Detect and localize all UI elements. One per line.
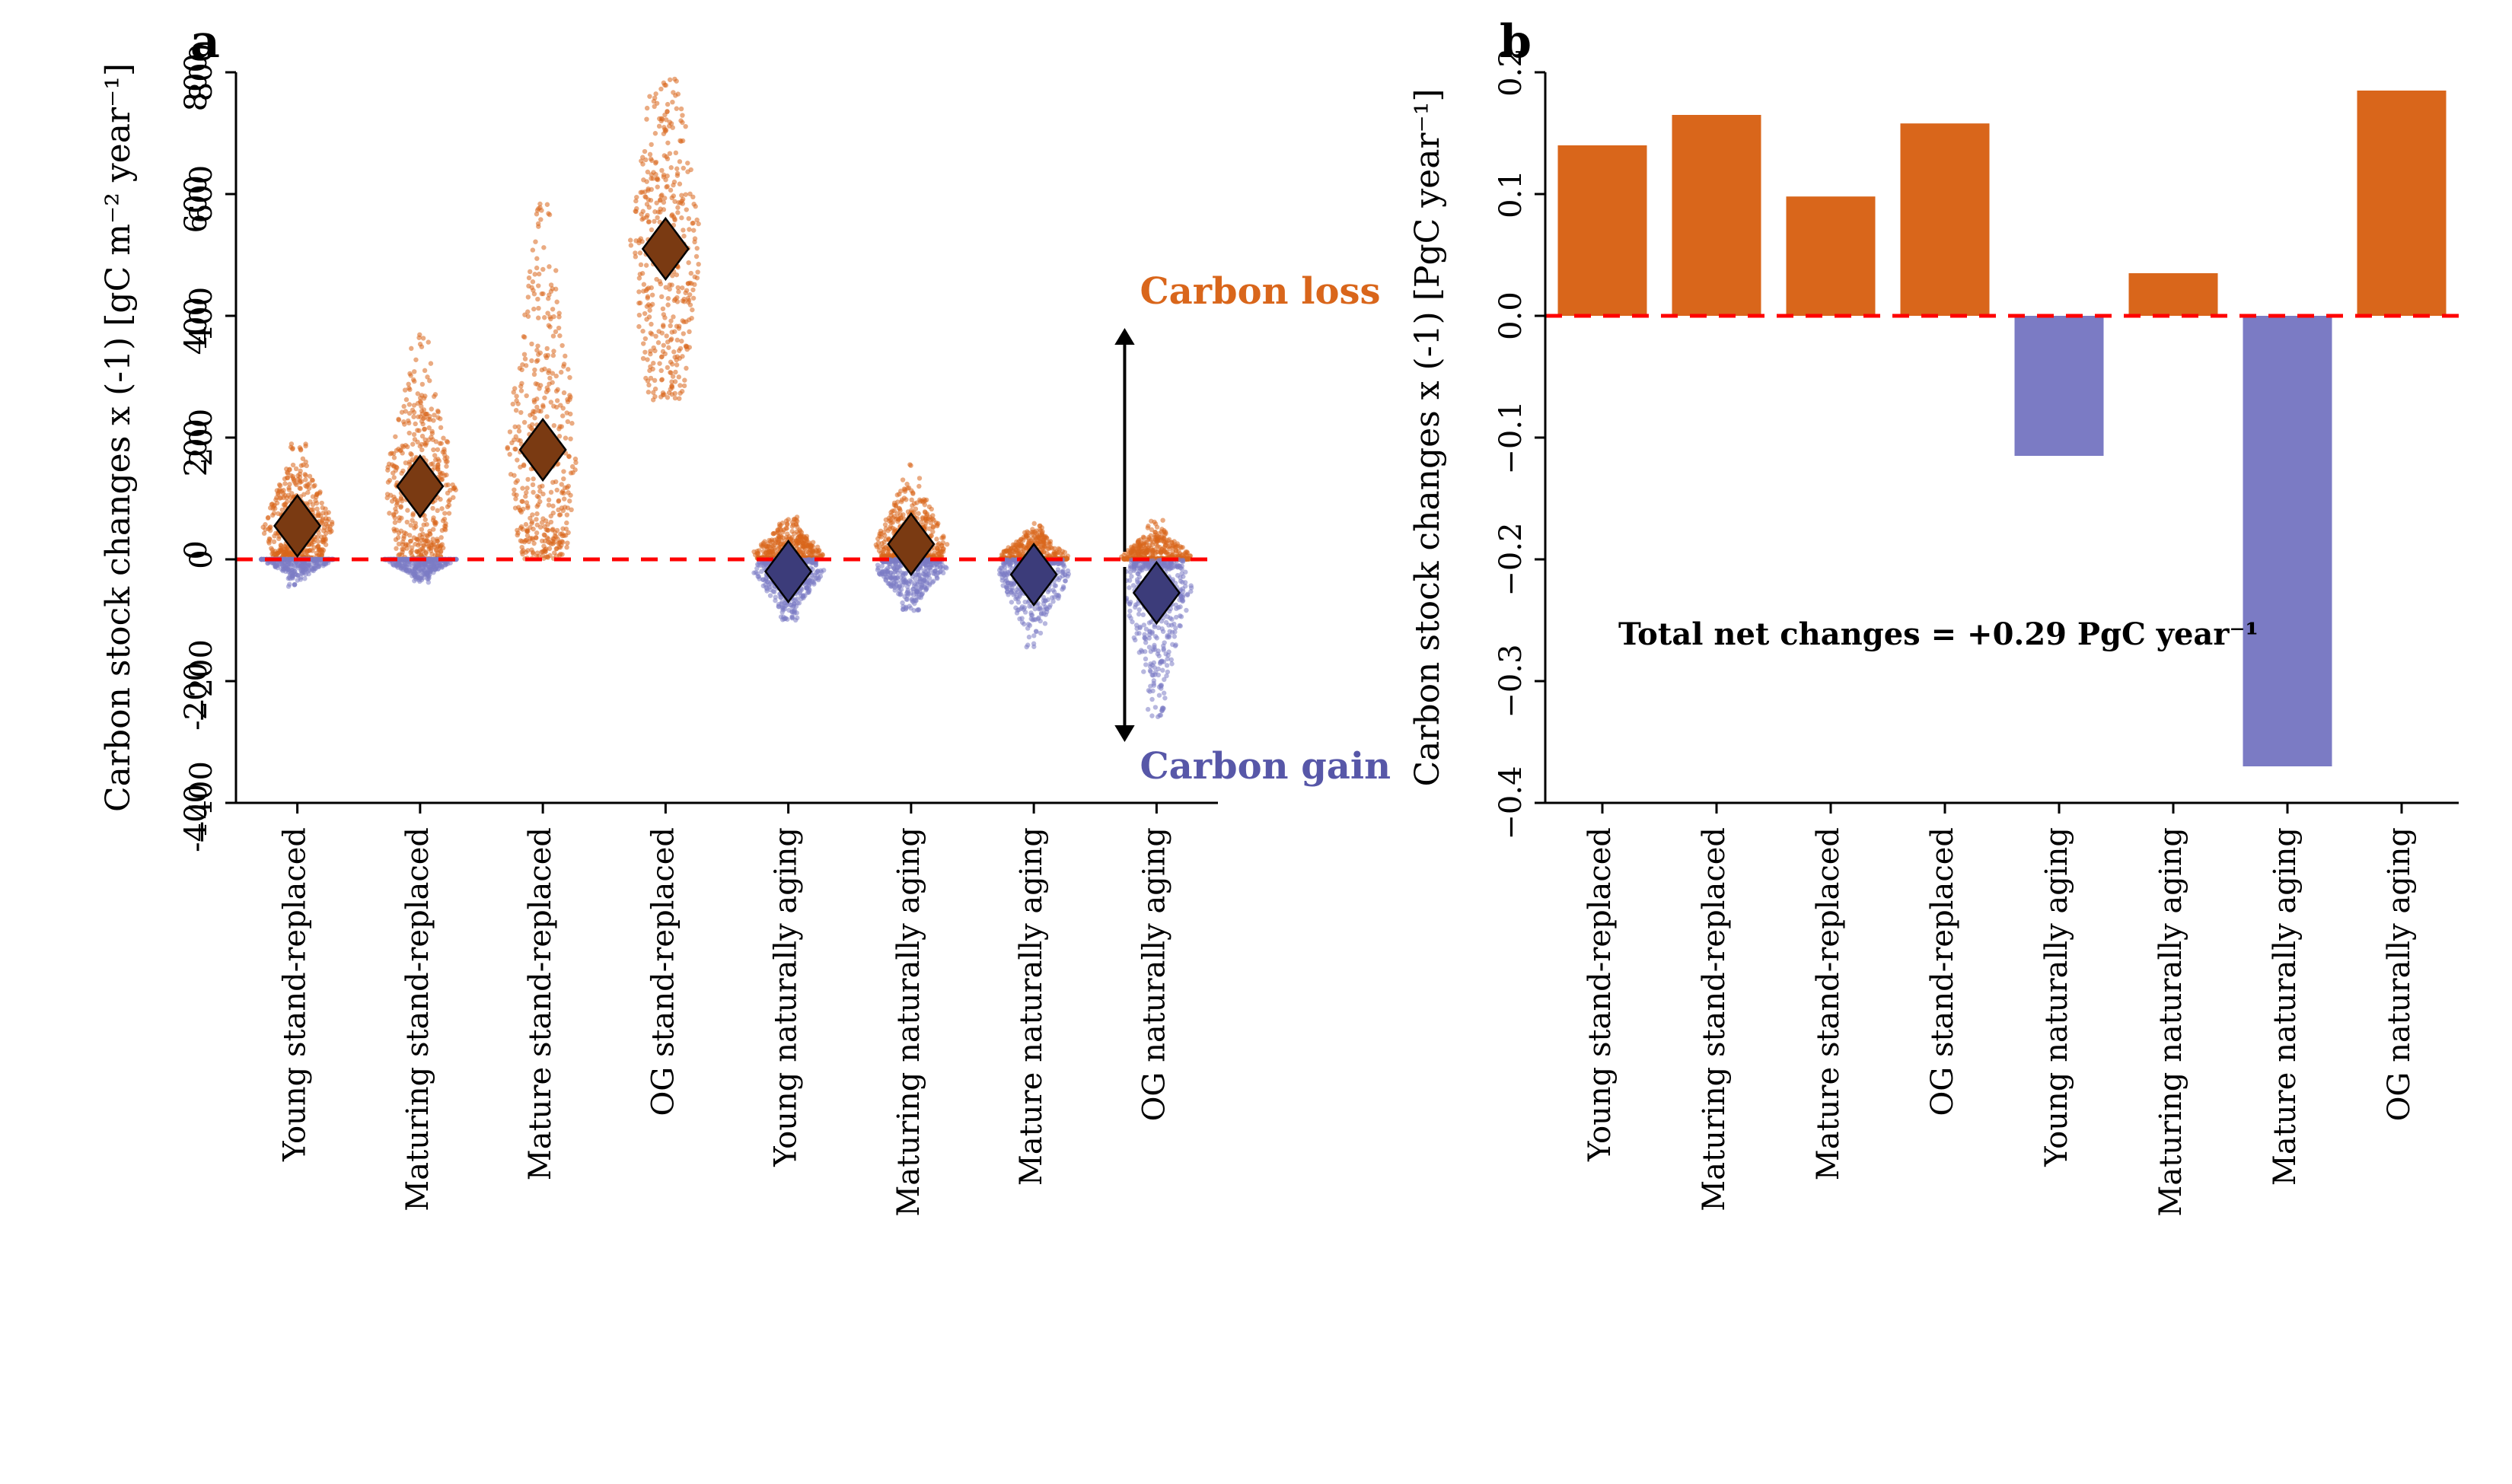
panel-b-xtick-label: OG naturally aging	[2382, 827, 2417, 1121]
panel-b-bar	[1672, 115, 1761, 316]
panel-b-bar	[1787, 196, 1876, 316]
panel-b-annotation: Total net changes = +0.29 PgC year⁻¹	[1618, 616, 2259, 652]
panel-b-ytick-label: −0.4	[1493, 766, 1529, 839]
panel-b-bar	[1558, 145, 1647, 316]
panel-b-bar	[2129, 273, 2218, 316]
panel-b-bar	[2015, 316, 2104, 456]
panel-a-xtick-label: OG stand-replaced	[646, 827, 681, 1116]
panel-a-ytick-label: 400	[184, 287, 219, 345]
panel-a-ytick-label: −200	[184, 639, 219, 723]
panel-b-ytick-label: 0.0	[1493, 291, 1529, 340]
panel-b-xtick-label: Maturing stand-replaced	[1697, 827, 1732, 1212]
panel-a-ytick-label: 0	[184, 549, 219, 568]
panel-b-xtick-label: Maturing naturally aging	[2153, 827, 2188, 1217]
panel-a-ylabel: Carbon stock changes x (-1) [gC m⁻² year…	[99, 63, 138, 812]
carbon-gain-label: Carbon gain	[1140, 745, 1391, 788]
panel-a-ytick-label: 600	[184, 165, 219, 223]
panel-b-xtick-label: Young naturally aging	[2039, 827, 2074, 1167]
carbon-loss-label: Carbon loss	[1140, 270, 1380, 313]
panel-b-xtick-label: Mature naturally aging	[2268, 827, 2303, 1186]
panel-a-xtick-label: Young stand-replaced	[278, 827, 313, 1162]
panel-a-xtick-label: Mature stand-replaced	[523, 827, 558, 1180]
panel-a-xtick-label: OG naturally aging	[1136, 827, 1172, 1121]
panel-b-ytick-label: −0.3	[1493, 644, 1529, 718]
panel-b-ytick-label: 0.2	[1493, 48, 1529, 97]
panel-b-bar	[1901, 123, 1990, 316]
panel-b-ytick-label: 0.1	[1493, 170, 1529, 218]
panel-b-bar	[2357, 91, 2447, 316]
panel-a-ytick-label: 800	[184, 43, 219, 101]
panel-b-ytick-label: −0.1	[1493, 400, 1529, 474]
panel-a-xtick-label: Maturing stand-replaced	[400, 827, 435, 1212]
panel-a-xtick-label: Maturing naturally aging	[891, 827, 926, 1217]
panel-b-xtick-label: Young stand-replaced	[1583, 827, 1618, 1162]
panel-b-ytick-label: −0.2	[1493, 522, 1529, 596]
panel-b-xtick-label: OG stand-replaced	[1925, 827, 1960, 1116]
panel-a-ytick-label: −400	[184, 761, 219, 845]
panel-b-xtick-label: Mature stand-replaced	[1811, 827, 1846, 1180]
panel-a-xtick-label: Young naturally aging	[769, 827, 804, 1167]
panel-b-ylabel: Carbon stock changes x (-1) [PgC year⁻¹]	[1408, 88, 1447, 786]
panel-a-ytick-label: 200	[184, 409, 219, 467]
panel-b-bar	[2243, 316, 2332, 766]
panel-a-xtick-label: Mature naturally aging	[1014, 827, 1049, 1186]
